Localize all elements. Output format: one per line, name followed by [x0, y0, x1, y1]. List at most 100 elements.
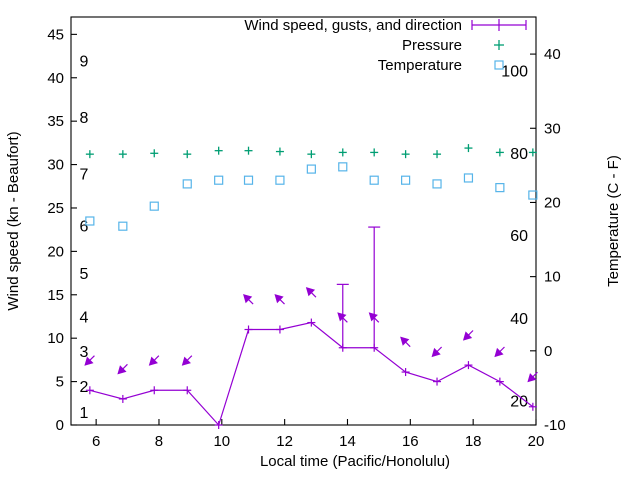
legend-item-wind-label: Wind speed, gusts, and direction [244, 17, 462, 34]
legend-item-temperature-swatch [494, 60, 504, 70]
x-axis-title: Local time (Pacific/Honolulu) [260, 453, 450, 470]
y-left-ticks: 0 5 10 15 20 25 30 35 40 45 [47, 26, 77, 434]
temperature-data-point [306, 164, 316, 174]
plot-frame [70, 16, 537, 426]
x-tick-label: 8 [155, 433, 163, 450]
wind-direction-arrow [181, 355, 193, 366]
x-tick-label: 6 [92, 433, 100, 450]
fahrenheit-label: 80 [510, 146, 528, 163]
pressure-data-point [433, 150, 442, 159]
pressure-data-point [401, 150, 410, 159]
x-tick-label: 10 [213, 433, 230, 450]
wind-direction-arrow [431, 346, 443, 358]
x-tick-label: 20 [528, 433, 545, 450]
pressure-data-point [464, 144, 473, 153]
temperature-data-point [432, 179, 442, 189]
wind-data-point [464, 361, 473, 370]
wind-data-point [244, 325, 253, 334]
pressure-data-point [528, 148, 537, 157]
temperature-data-point [182, 179, 192, 189]
wind-direction-arrow [527, 371, 538, 383]
temperature-data-point [463, 173, 474, 183]
wind-direction-arrow [117, 363, 128, 375]
y-right-tick-label: -10 [544, 417, 566, 434]
wind-data-point [183, 386, 192, 395]
temperature-data-point [118, 221, 128, 231]
wind-direction-arrow [368, 312, 380, 323]
pressure-data-point [118, 150, 127, 159]
temperature-data-point [85, 216, 95, 226]
pressure-data-point [307, 150, 316, 159]
legend: Wind speed, gusts, and direction Pressur… [244, 17, 527, 74]
temperature-data-point [495, 183, 505, 193]
y-left-tick-label: 20 [47, 243, 64, 260]
x-tick-label: 12 [276, 433, 293, 450]
temperature-data-point [528, 190, 538, 200]
y-right-tick-label: 10 [544, 269, 561, 286]
series-pressure [85, 144, 537, 159]
fahrenheit-label: 40 [510, 311, 528, 328]
y-right-tick-label: 20 [544, 194, 561, 211]
beaufort-label: 5 [80, 266, 89, 283]
pressure-data-point [338, 148, 347, 157]
pressure-data-point [370, 148, 379, 157]
x-tick-label: 16 [402, 433, 419, 450]
wind-direction-arrow [243, 294, 254, 305]
wind-data-point [401, 368, 410, 377]
series-wind-speed [84, 226, 538, 429]
beaufort-label: 8 [80, 110, 89, 127]
y-left-tick-label: 35 [47, 113, 64, 130]
pressure-data-point [244, 146, 253, 155]
wind-direction-arrow [148, 355, 160, 366]
y-left-tick-label: 5 [56, 374, 64, 391]
beaufort-label: 7 [80, 166, 89, 183]
x-tick-label: 14 [339, 433, 356, 450]
fahrenheit-scale-labels: 20 40 60 80 100 [501, 63, 528, 410]
beaufort-label: 4 [80, 309, 89, 326]
wind-data-point [528, 402, 537, 411]
legend-item-pressure-swatch [494, 40, 504, 50]
legend-item-wind-swatch [471, 19, 527, 31]
fahrenheit-label: 100 [501, 63, 528, 80]
legend-item-pressure-label: Pressure [402, 37, 462, 54]
beaufort-label: 1 [80, 405, 89, 422]
x-tick-label: 18 [465, 433, 482, 450]
y-left-tick-label: 10 [47, 330, 64, 347]
temperature-data-point [338, 162, 348, 172]
y-right-tick-label: 0 [544, 343, 552, 360]
gust-errorbar [368, 226, 381, 348]
wind-direction-arrow [400, 336, 411, 348]
fahrenheit-label: 20 [510, 394, 528, 411]
temperature-data-point [243, 175, 254, 185]
series-temperature [85, 162, 538, 231]
wind-data-point [495, 377, 504, 386]
wind-direction-arrow [274, 294, 285, 305]
temperature-data-point [401, 175, 411, 185]
pressure-data-point [85, 150, 94, 159]
wind-data-point [85, 386, 94, 395]
y-right-axis-title: Temperature (C - F) [605, 155, 622, 287]
x-ticks: 6 8 10 12 14 16 18 20 [92, 419, 544, 450]
y-left-tick-label: 15 [47, 287, 64, 304]
y-left-tick-label: 25 [47, 200, 64, 217]
wind-data-point [150, 386, 159, 395]
beaufort-label: 2 [80, 379, 89, 396]
beaufort-label: 3 [80, 344, 89, 361]
pressure-data-point [183, 150, 192, 159]
y-left-tick-label: 40 [47, 70, 64, 87]
wind-data-point [433, 377, 442, 386]
wind-direction-arrow [305, 287, 317, 298]
y-right-ticks: -10 0 10 20 30 40 [530, 46, 566, 434]
temperature-data-point [369, 175, 379, 185]
fahrenheit-label: 60 [510, 228, 528, 245]
y-left-tick-label: 0 [56, 417, 64, 434]
wind-data-point [214, 421, 223, 429]
temperature-data-point [149, 201, 159, 211]
beaufort-scale-labels: 1 2 3 4 5 6 7 8 9 [80, 53, 89, 422]
y-left-tick-label: 30 [47, 157, 64, 174]
pressure-data-point [214, 146, 223, 155]
wind-data-point [118, 394, 127, 403]
y-left-axis-title: Wind speed (kn - Beaufort) [5, 131, 22, 310]
